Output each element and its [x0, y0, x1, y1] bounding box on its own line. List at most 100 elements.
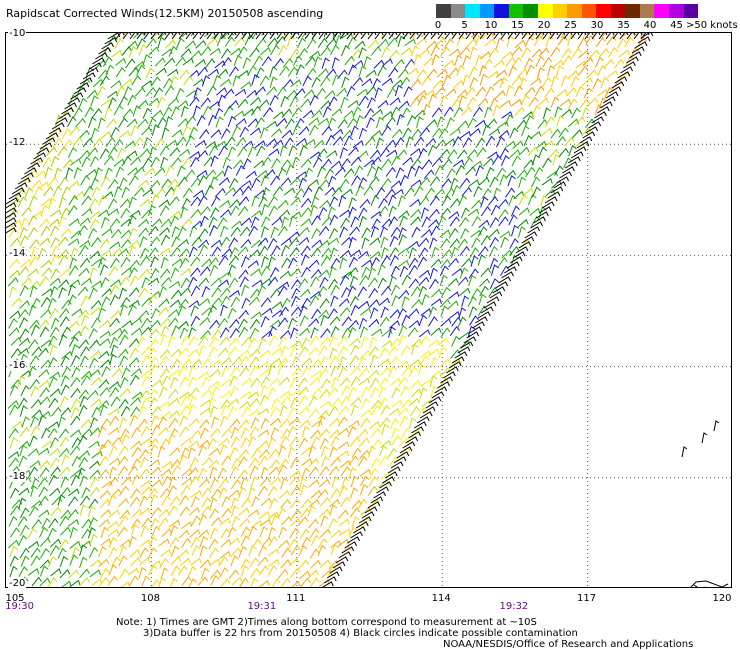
wind-barb	[159, 349, 171, 359]
wind-barb	[50, 209, 62, 217]
wind-barb	[61, 454, 70, 466]
wind-barb	[227, 264, 237, 276]
wind-barb	[381, 110, 394, 119]
wind-barb	[447, 277, 459, 287]
wind-barb	[41, 427, 51, 439]
wind-barb	[50, 568, 62, 577]
wind-barb	[485, 166, 495, 179]
wind-barb	[441, 158, 453, 169]
wind-barb	[30, 416, 39, 428]
edge-barb	[402, 33, 412, 40]
wind-barb	[269, 94, 279, 106]
wind-barb	[115, 85, 126, 97]
wind-barb	[46, 146, 58, 156]
wind-barb	[113, 186, 123, 198]
wind-barb	[490, 264, 499, 276]
wind-barb	[190, 536, 201, 548]
wind-barb	[239, 276, 249, 288]
wind-barb	[312, 33, 316, 39]
wind-barb	[60, 476, 70, 488]
wind-barb	[318, 309, 330, 319]
edge-barb	[634, 41, 648, 49]
wind-barb	[298, 545, 308, 557]
wind-barb	[487, 151, 499, 159]
wind-barb	[140, 456, 149, 468]
wind-barb	[80, 374, 91, 386]
wind-barb	[319, 400, 332, 409]
wind-barb	[220, 209, 231, 218]
colorbar-segment	[610, 4, 626, 18]
wind-barb	[370, 210, 382, 219]
wind-barb	[68, 195, 79, 206]
wind-barb	[305, 56, 316, 67]
wind-barb	[449, 128, 461, 136]
wind-barb	[150, 307, 160, 319]
wind-barb	[133, 166, 145, 176]
wind-barb	[279, 376, 290, 386]
wind-barb	[119, 485, 130, 496]
wind-barb	[27, 268, 39, 277]
wind-barb	[58, 215, 67, 228]
edge-barb	[347, 536, 360, 544]
wind-barb	[270, 226, 279, 238]
wind-barb	[148, 438, 159, 448]
wind-barb	[81, 208, 93, 217]
wind-barb	[310, 276, 320, 288]
wind-barb	[379, 397, 389, 409]
wind-barb	[207, 438, 217, 450]
wind-barb	[575, 85, 585, 97]
wind-barb	[249, 47, 260, 58]
wind-barb	[537, 119, 548, 129]
wind-barb	[510, 205, 520, 217]
wind-barb	[188, 246, 198, 258]
wind-barb	[260, 417, 270, 430]
wind-barb	[249, 249, 261, 258]
wind-barb	[488, 70, 500, 79]
wind-barb	[109, 294, 119, 306]
wind-barb	[352, 106, 362, 118]
wind-barb	[231, 356, 243, 366]
wind-barb	[220, 578, 231, 587]
wind-barb	[179, 376, 189, 387]
wind-barb	[359, 326, 369, 338]
wind-barb	[299, 315, 309, 327]
wind-barb	[595, 36, 606, 48]
wind-barb	[49, 225, 60, 237]
wind-barb	[408, 319, 420, 329]
wind-barb	[278, 445, 287, 457]
wind-barb	[584, 118, 596, 129]
wind-barb	[19, 507, 30, 519]
wind-barb	[198, 195, 208, 206]
wind-barb	[308, 395, 318, 407]
edge-barb	[501, 271, 514, 279]
wind-barb	[139, 495, 149, 507]
wind-barb	[370, 354, 379, 367]
wind-barb	[233, 110, 245, 119]
wind-barb	[71, 308, 83, 317]
colorbar-tick-label: 25	[564, 20, 577, 31]
wind-barb	[220, 527, 231, 539]
wind-barb	[251, 448, 261, 459]
wind-barb	[72, 136, 83, 147]
wind-barb	[78, 339, 89, 349]
wind-barb	[258, 511, 270, 520]
wind-barb	[287, 35, 295, 47]
wind-barb	[176, 37, 185, 49]
wind-barb	[410, 158, 422, 169]
wind-barb	[268, 564, 278, 576]
wind-barb	[38, 319, 50, 330]
wind-barb	[101, 365, 111, 377]
wind-barb	[189, 96, 200, 107]
wind-barb	[298, 346, 309, 357]
wind-barb	[251, 520, 263, 528]
wind-barb	[200, 358, 212, 369]
wind-barb	[495, 136, 506, 148]
wind-barb	[257, 237, 269, 247]
wind-barb	[158, 508, 170, 518]
wind-barb	[91, 280, 103, 289]
wind-barb	[343, 168, 355, 178]
colorbar-tick-label: 45	[670, 20, 683, 31]
edge-barb	[164, 33, 174, 40]
wind-barb	[39, 467, 50, 478]
wind-barb	[130, 397, 141, 407]
